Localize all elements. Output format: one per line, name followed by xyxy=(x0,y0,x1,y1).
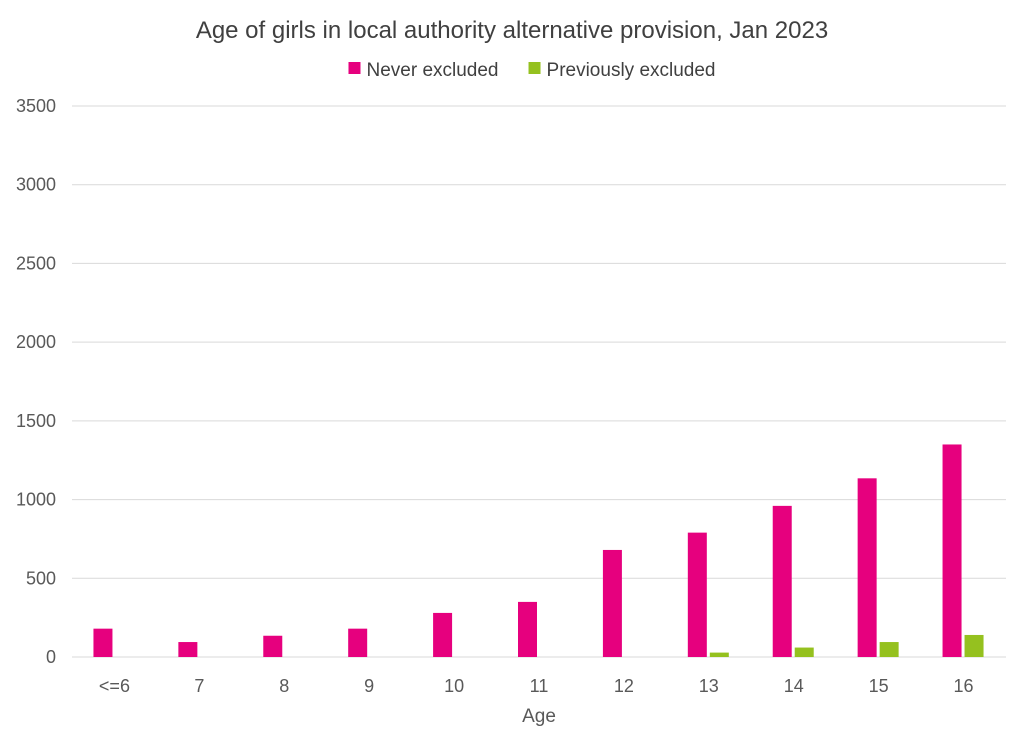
bar-never-excluded xyxy=(263,635,283,657)
bar-previously-excluded xyxy=(709,652,729,657)
bar-never-excluded xyxy=(942,444,962,657)
y-tick-label: 0 xyxy=(46,647,56,667)
gridlines xyxy=(72,105,1006,658)
x-tick-label: 11 xyxy=(530,676,549,696)
bar-never-excluded xyxy=(348,628,368,657)
bar-never-excluded xyxy=(93,628,113,657)
x-tick-label: 15 xyxy=(869,676,889,696)
bar-never-excluded xyxy=(602,549,622,657)
x-tick-label: 13 xyxy=(699,676,719,696)
x-tick-label: 9 xyxy=(364,676,374,696)
y-tick-label: 3000 xyxy=(16,175,56,195)
x-tick-label: 14 xyxy=(784,676,804,696)
legend: Never excluded Previously excluded xyxy=(348,60,716,81)
y-tick-label: 2500 xyxy=(16,253,56,273)
bar-previously-excluded xyxy=(879,642,899,657)
x-tick-label: <=6 xyxy=(99,676,130,696)
y-tick-label: 2000 xyxy=(16,332,56,352)
chart-title: Age of girls in local authority alternat… xyxy=(196,17,828,44)
bars xyxy=(93,444,984,657)
x-tick-label: 7 xyxy=(194,676,204,696)
legend-swatch xyxy=(528,62,541,74)
legend-label: Previously excluded xyxy=(547,60,716,81)
y-tick-label: 1500 xyxy=(16,411,56,431)
y-tick-label: 1000 xyxy=(16,490,56,510)
bar-never-excluded xyxy=(178,642,198,657)
bar-never-excluded xyxy=(433,612,453,657)
y-tick-label: 500 xyxy=(26,568,56,588)
bar-previously-excluded xyxy=(794,647,814,657)
legend-swatch xyxy=(348,62,361,74)
x-tick-label: 12 xyxy=(614,676,634,696)
x-axis-title: Age xyxy=(522,706,556,727)
x-tick-label: 8 xyxy=(279,676,289,696)
bar-never-excluded xyxy=(772,505,792,657)
bar-never-excluded xyxy=(857,478,877,657)
bar-previously-excluded xyxy=(964,634,984,657)
legend-label: Never excluded xyxy=(366,60,498,81)
y-axis-ticks: 0 500 1000 1500 2000 2500 3000 3500 xyxy=(16,96,56,667)
bar-never-excluded xyxy=(518,601,537,657)
bar-never-excluded xyxy=(687,532,707,657)
y-tick-label: 3500 xyxy=(16,96,56,116)
x-tick-label: 16 xyxy=(954,676,974,696)
x-axis-ticks: <=6 7 8 9 10 11 12 13 14 15 16 xyxy=(99,676,974,696)
x-tick-label: 10 xyxy=(444,676,464,696)
